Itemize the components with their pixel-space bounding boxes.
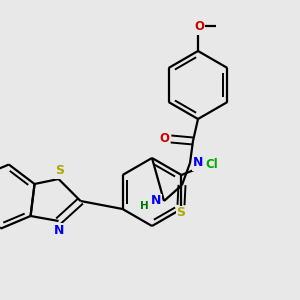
Text: O: O [194, 20, 204, 32]
Text: O: O [159, 133, 169, 146]
Text: N: N [54, 224, 65, 236]
Text: Cl: Cl [205, 158, 218, 170]
Text: N: N [151, 194, 161, 208]
Text: S: S [55, 164, 64, 178]
Text: H: H [140, 201, 148, 211]
Text: H: H [206, 161, 214, 171]
Text: S: S [176, 206, 185, 220]
Text: N: N [193, 157, 203, 169]
